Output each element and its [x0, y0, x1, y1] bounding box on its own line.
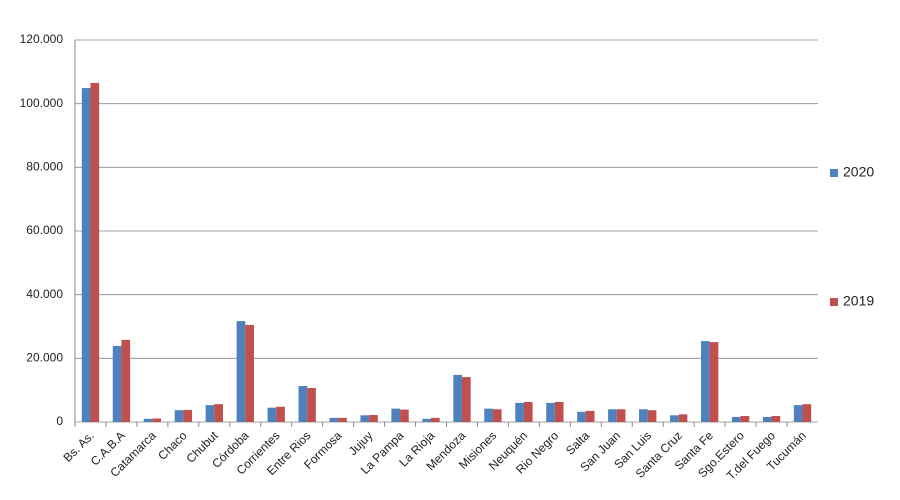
bar	[585, 410, 595, 422]
bar	[616, 409, 626, 422]
legend-swatch	[830, 298, 838, 306]
bar	[174, 410, 184, 422]
bar	[608, 409, 617, 422]
bar	[453, 374, 462, 422]
bar	[762, 416, 772, 422]
bar	[461, 377, 471, 422]
legend-label: 2020	[843, 164, 874, 180]
bar	[771, 415, 781, 422]
bar	[267, 407, 277, 422]
bar	[360, 415, 370, 422]
bar	[422, 418, 432, 422]
bar	[205, 405, 215, 422]
bar	[143, 418, 153, 422]
bar	[554, 401, 564, 422]
y-tick-label: 0	[56, 414, 63, 428]
bar	[639, 409, 648, 422]
legend-swatch	[830, 169, 838, 177]
bar	[369, 414, 378, 422]
bar	[307, 387, 316, 422]
bar	[484, 408, 493, 422]
bar	[400, 409, 409, 422]
bar	[546, 402, 555, 422]
y-tick-label: 20.000	[26, 351, 63, 365]
bar	[515, 402, 524, 422]
bar	[647, 410, 657, 422]
bar	[329, 417, 339, 422]
bar	[670, 415, 679, 422]
bar	[245, 324, 254, 422]
bar	[121, 339, 131, 422]
bar	[678, 414, 688, 422]
y-tick-label: 60.000	[26, 223, 63, 237]
bar	[183, 409, 193, 422]
bar	[577, 411, 586, 422]
y-tick-label: 120.000	[20, 32, 64, 46]
bar	[391, 408, 401, 422]
bar	[152, 418, 162, 422]
y-tick-label: 100.000	[20, 96, 64, 110]
bar	[112, 345, 122, 422]
y-tick-label: 80.000	[26, 160, 63, 174]
bar	[90, 82, 100, 422]
bar	[731, 416, 741, 422]
bar	[236, 321, 246, 422]
bar	[276, 406, 285, 422]
bar	[431, 417, 440, 422]
y-tick-label: 40.000	[26, 287, 63, 301]
legend-label: 2019	[843, 293, 874, 309]
bar	[700, 341, 710, 422]
bar	[793, 405, 803, 422]
bar	[740, 415, 750, 422]
bar	[298, 386, 308, 422]
bar	[338, 417, 347, 422]
bar	[802, 404, 812, 422]
bar	[492, 409, 502, 422]
bar	[81, 88, 91, 423]
bar	[709, 342, 719, 422]
bar	[214, 404, 223, 422]
bar	[523, 401, 533, 422]
